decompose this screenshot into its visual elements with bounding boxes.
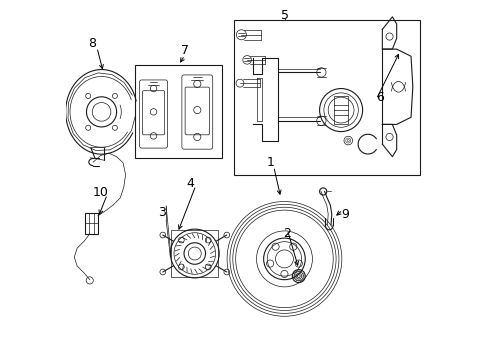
Text: 2: 2: [283, 227, 291, 240]
Text: 5: 5: [281, 9, 289, 22]
Bar: [334, 96, 348, 124]
Text: 8: 8: [89, 37, 97, 50]
Text: 10: 10: [93, 186, 109, 199]
Text: 3: 3: [158, 207, 166, 220]
Bar: [85, 213, 98, 234]
Text: 9: 9: [341, 208, 348, 221]
Bar: [135, 65, 222, 158]
Bar: [234, 21, 420, 175]
Bar: [171, 230, 219, 277]
Text: 7: 7: [181, 44, 189, 57]
Text: 1: 1: [267, 156, 275, 168]
Text: 6: 6: [377, 91, 385, 104]
Text: 4: 4: [187, 177, 195, 190]
